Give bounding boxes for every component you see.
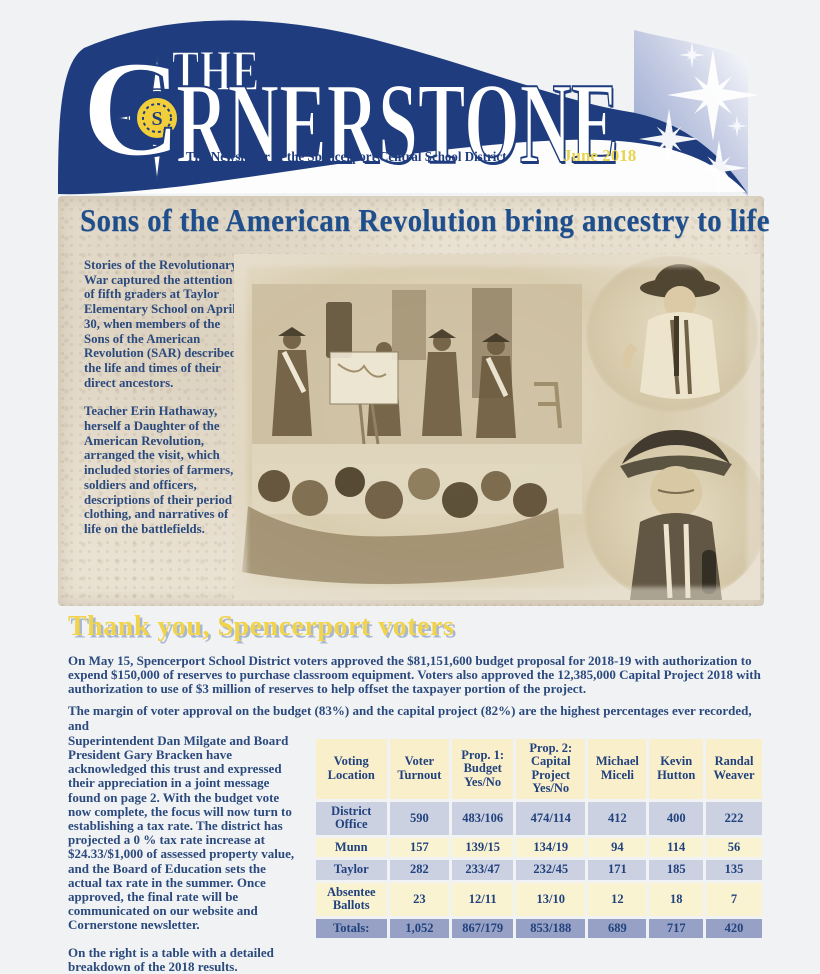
table-cell: 18 (649, 882, 704, 916)
row-label: District Office (316, 801, 387, 835)
article-body-column: Stories of the Revolutionary War capture… (84, 258, 238, 551)
masthead: S THE C RNERSTONE The Newsletter of the … (0, 0, 820, 200)
table-cell: 13/10 (516, 882, 586, 916)
table-cell: 853/188 (516, 918, 586, 939)
column-header: Prop. 2: Capital Project Yes/No (516, 738, 586, 799)
table-row: Totals: 1,052 867/179 853/188 689 717 420 (316, 918, 762, 939)
thank-you-heading: Thank you, Spencerport voters (68, 611, 455, 642)
column-header: Prop. 1: Budget Yes/No (452, 738, 514, 799)
table-cell: 134/19 (516, 837, 586, 858)
row-label: Absentee Ballots (316, 882, 387, 916)
table-cell: 94 (588, 837, 647, 858)
table-cell: 282 (389, 860, 450, 880)
table-row: Taylor 282 233/47 232/45 171 185 135 (316, 860, 762, 880)
vote-paragraph-3: On the right is a table with a detailed … (68, 944, 274, 974)
article-paragraph: Teacher Erin Hathaway, herself a Daughte… (84, 404, 234, 536)
logo-letter: S (151, 108, 162, 130)
table-cell: 56 (706, 837, 762, 858)
issue-date: June 2018 (563, 146, 637, 165)
table-cell: 185 (649, 860, 704, 880)
classroom-photo-montage (234, 254, 760, 600)
table-cell: 590 (389, 801, 450, 835)
table-cell: 7 (706, 882, 762, 916)
masthead-tagline: The Newsletter of the Spencerport Centra… (186, 149, 507, 164)
table-cell: 474/114 (516, 801, 586, 835)
vote-paragraph-2-intro: The margin of voter approval on the budg… (68, 703, 752, 733)
navy-swoosh (58, 20, 748, 195)
column-header: Randal Weaver (706, 738, 762, 799)
row-label: Totals: (316, 918, 387, 939)
masthead-title: RNERSTONE (175, 60, 619, 188)
column-header: Michael Miceli (588, 738, 647, 799)
column-header: Kevin Hutton (649, 738, 704, 799)
article-paragraph: Stories of the Revolutionary War capture… (84, 258, 238, 390)
column-header: Voter Turnout (389, 738, 450, 799)
table-cell: 420 (706, 918, 762, 939)
table-cell: 157 (389, 837, 450, 858)
table-cell: 483/106 (452, 801, 514, 835)
presenter-inset-top (586, 256, 758, 412)
table-cell: 114 (649, 837, 704, 858)
table-cell: 412 (588, 801, 647, 835)
table-cell: 717 (649, 918, 704, 939)
results-table: Voting Location Voter Turnout Prop. 1: Bud… (313, 736, 765, 942)
presenter-inset-bottom (584, 430, 760, 600)
table-row: Absentee Ballots 23 12/11 13/10 12 18 7 (316, 882, 762, 916)
row-label: Munn (316, 837, 387, 858)
table-cell: 867/179 (452, 918, 514, 939)
vote-results-section: Thank you, Spencerport voters On May 15,… (0, 604, 820, 974)
results-table-head-row: Voting Location Voter Turnout Prop. 1: Bud… (316, 738, 762, 799)
column-header: Voting Location (316, 738, 387, 799)
table-cell: 400 (649, 801, 704, 835)
masthead-c: C (81, 32, 183, 185)
table-cell: 1,052 (389, 918, 450, 939)
table-cell: 689 (588, 918, 647, 939)
row-label: Taylor (316, 860, 387, 880)
article-headline: Sons of the American Revolution bring an… (80, 202, 770, 238)
article-section: Sons of the American Revolution bring an… (58, 196, 769, 606)
table-cell: 232/45 (516, 860, 586, 880)
table-cell: 12/11 (452, 882, 514, 916)
table-row: District Office 590 483/106 474/114 412 400 22… (316, 801, 762, 835)
compass-logo: S (116, 55, 198, 183)
table-cell: 171 (588, 860, 647, 880)
results-table-body: District Office 590 483/106 474/114 412 400 22… (316, 801, 762, 939)
table-cell: 139/15 (452, 837, 514, 858)
table-text-wrap: Voting Location Voter Turnout Prop. 1: Bud… (68, 732, 765, 974)
vote-paragraph-1: On May 15, Spencerport School District v… (68, 652, 761, 697)
table-cell: 233/47 (452, 860, 514, 880)
results-table-container: Voting Location Voter Turnout Prop. 1: Bud… (313, 736, 765, 942)
table-cell: 222 (706, 801, 762, 835)
table-row: Munn 157 139/15 134/19 94 114 56 (316, 837, 762, 858)
table-cell: 12 (588, 882, 647, 916)
table-cell: 23 (389, 882, 450, 916)
masthead-the: THE (171, 38, 260, 103)
vote-paragraph-2-rest: Superintendent Dan Milgate and Board Pre… (68, 732, 295, 933)
table-cell: 135 (706, 860, 762, 880)
masthead-swoosh-graphic: S (58, 20, 759, 196)
